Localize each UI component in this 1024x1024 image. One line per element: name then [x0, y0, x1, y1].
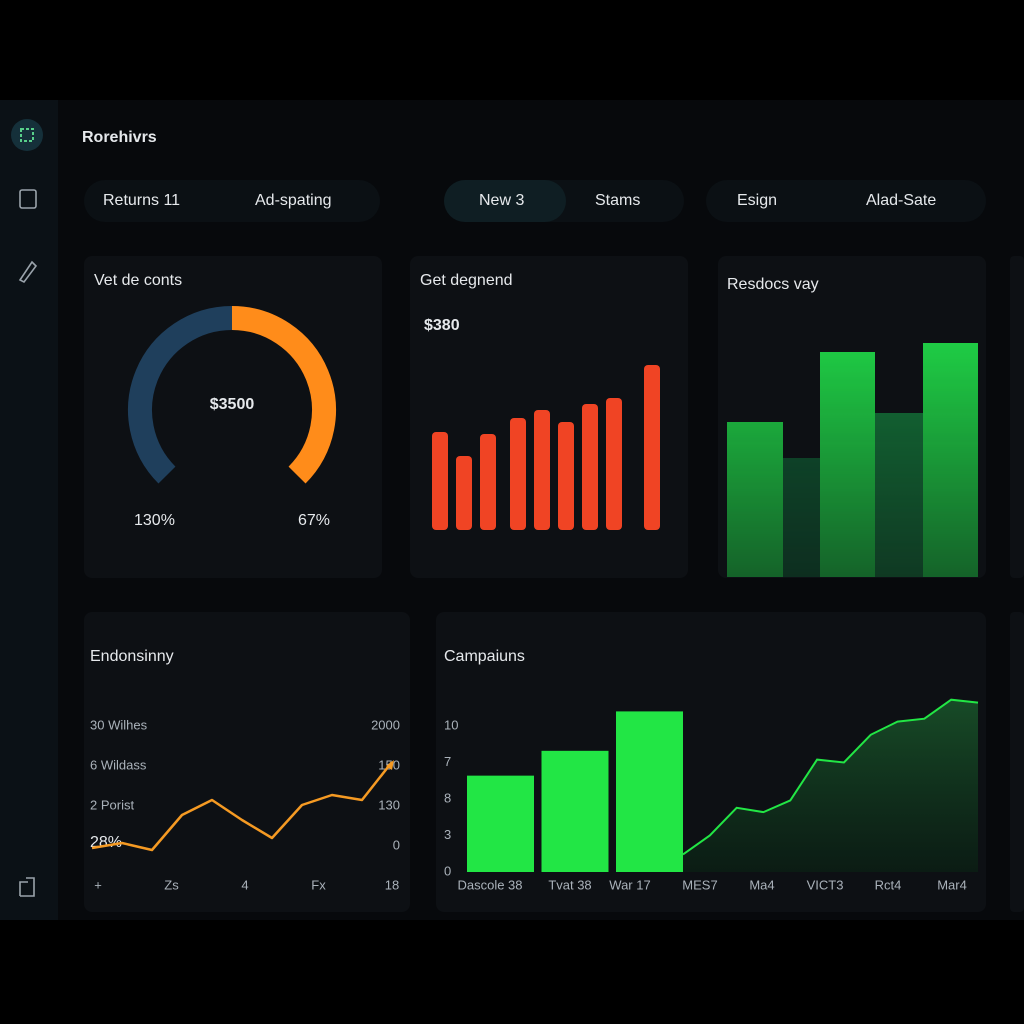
tab[interactable]: Esign — [737, 192, 777, 209]
logo-glyph — [20, 128, 34, 142]
bar — [480, 434, 496, 530]
tab-group — [84, 180, 380, 222]
x-label: Fx — [311, 877, 326, 892]
bar — [582, 404, 598, 530]
bar — [456, 456, 472, 530]
tab[interactable]: Returns 11 — [103, 192, 180, 209]
bar — [727, 422, 783, 577]
tab[interactable]: Alad-Sate — [866, 192, 936, 209]
gauge-value-label: $3500 — [210, 396, 255, 413]
gauge-rest — [231, 306, 336, 484]
bar — [510, 418, 526, 530]
tab-active — [444, 180, 566, 222]
x-label: 4 — [241, 877, 248, 892]
bar — [644, 365, 660, 530]
y-label: 10 — [444, 717, 458, 732]
line — [91, 761, 393, 852]
y-label: 8 — [444, 790, 451, 805]
logo-icon[interactable] — [11, 119, 43, 151]
x-label: War 17 — [609, 877, 650, 892]
x-label: Ma4 — [749, 877, 774, 892]
header-title: Rorehivrs — [82, 129, 157, 146]
y-label: 0 — [444, 863, 451, 878]
y-label: 3 — [444, 827, 451, 842]
tab[interactable]: New 3 — [479, 192, 524, 209]
x-label: Rct4 — [875, 877, 902, 892]
x-label: Zs — [164, 877, 179, 892]
axis-label: 130 — [378, 797, 400, 812]
bar — [820, 352, 875, 577]
gauge-fill — [128, 306, 233, 484]
bar — [923, 343, 978, 577]
x-label: 18 — [385, 877, 399, 892]
gauge-left-label: 130% — [134, 512, 175, 529]
card-title: Get degnend — [420, 272, 513, 289]
line — [682, 698, 979, 856]
axis-label: 6 Wildass — [90, 757, 147, 772]
card-title: Vet de conts — [94, 272, 182, 289]
axis-label: 0 — [393, 837, 400, 852]
axis-label: 30 Wilhes — [90, 717, 148, 732]
nav-icon[interactable] — [18, 260, 38, 284]
amount: $380 — [424, 317, 460, 334]
card-title: Campaiuns — [444, 648, 525, 665]
card — [84, 612, 410, 912]
sidebar — [0, 100, 58, 920]
area — [683, 699, 978, 872]
card-edge — [1010, 612, 1024, 912]
nav-icon[interactable] — [19, 877, 35, 897]
nav-icon[interactable] — [19, 189, 37, 209]
x-label: VICT3 — [807, 877, 844, 892]
card-title: Resdocs vay — [727, 276, 819, 293]
bar — [616, 711, 683, 872]
gauge-right-label: 67% — [298, 512, 330, 529]
axis-label: 2 Porist — [90, 797, 134, 812]
x-label: Tvat 38 — [548, 877, 591, 892]
line-arrow — [386, 760, 394, 770]
axis-label: 2000 — [371, 717, 400, 732]
bar — [558, 422, 574, 530]
tab-group — [706, 180, 986, 222]
x-label: Dascole 38 — [457, 877, 522, 892]
bar — [432, 432, 448, 530]
card-title: Endonsinny — [90, 648, 174, 665]
bar — [534, 410, 550, 530]
tab[interactable]: Stams — [595, 192, 640, 209]
bar — [875, 413, 923, 577]
bar — [467, 775, 534, 872]
bar — [783, 458, 820, 577]
x-label: MES7 — [682, 877, 717, 892]
bar — [541, 750, 609, 872]
tab[interactable]: Ad-spating — [255, 192, 332, 209]
x-label: Mar4 — [937, 877, 967, 892]
bar — [606, 398, 622, 530]
x-label: + — [94, 877, 102, 892]
card-edge — [1010, 256, 1024, 578]
y-label: 7 — [444, 754, 451, 769]
